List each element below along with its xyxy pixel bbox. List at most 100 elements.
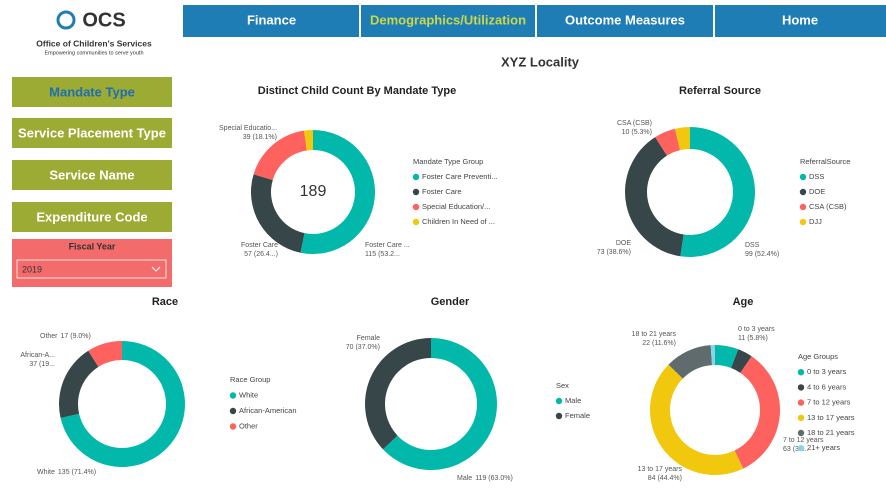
sidebar-button[interactable] — [12, 77, 172, 107]
nav-label[interactable]: Demographics/Utilization — [370, 12, 526, 27]
data-label-value: 11 (5.8%) — [738, 335, 768, 342]
data-label-name: CSA (CSB) — [617, 120, 652, 127]
data-label-name: DSS — [745, 242, 760, 249]
data-label-name: 0 to 3 years — [738, 326, 775, 333]
legend-label: 4 to 6 years — [807, 382, 846, 391]
legend-marker — [799, 218, 807, 226]
legend-label: African-American — [239, 406, 297, 415]
legend-label: CSA (CSB) — [809, 202, 847, 211]
chart-title: Age — [733, 296, 754, 308]
legend-marker — [555, 412, 563, 420]
tagline: Empowering communities to serve youth — [44, 50, 143, 56]
chart-title: Referral Source — [679, 85, 761, 97]
donut-slice — [60, 341, 185, 467]
legend-marker — [412, 218, 420, 226]
org-name: Office of Children's Services — [36, 38, 152, 48]
dropdown-arrow — [151, 266, 161, 272]
donut-slice — [655, 128, 681, 156]
data-label-value: 57 (26.4...) — [244, 251, 278, 258]
legend-marker — [412, 188, 420, 196]
legend-title: Race Group — [230, 375, 270, 384]
legend-title: Age Groups — [798, 352, 838, 361]
sidebar-button[interactable] — [12, 160, 172, 190]
donut-slice — [649, 364, 744, 476]
data-label-name: Female — [357, 335, 380, 342]
legend-marker — [229, 407, 237, 415]
donut-slice — [304, 130, 313, 151]
legend-marker — [797, 414, 805, 421]
data-label-name: White — [37, 469, 55, 476]
data-label-value: 84 (44.4%) — [648, 475, 682, 482]
donut-slice — [250, 174, 305, 253]
donut-slice — [300, 130, 375, 254]
legend-label: 0 to 3 years — [807, 367, 846, 376]
nav-label[interactable]: Finance — [247, 12, 296, 27]
data-label-name: Other — [40, 333, 58, 340]
data-label-name: Special Educatio... — [219, 125, 277, 132]
donut-slice — [58, 350, 99, 419]
nav-label[interactable]: Outcome Measures — [565, 12, 685, 27]
sidebar-button-label[interactable]: Mandate Type — [49, 84, 135, 99]
legend-marker — [797, 399, 805, 406]
legend-label: 13 to 17 years — [807, 413, 855, 422]
legend-label: DJJ — [809, 217, 822, 226]
logo-text: OCS — [82, 9, 125, 31]
data-label-value: 22 (11.6%) — [642, 340, 676, 347]
center-value: 189 — [300, 183, 327, 200]
legend-title: Mandate Type Group — [413, 157, 483, 166]
chart-title: Gender — [431, 296, 470, 308]
data-label-value: 17 (9.0%) — [61, 333, 91, 340]
data-label-value: 10 (5.3%) — [622, 129, 652, 136]
data-label-value: 119 (63.0%) — [475, 475, 513, 482]
legend-label: Male — [565, 396, 581, 405]
legend-label: 18 to 21 years — [807, 428, 855, 437]
chart-title: Race — [152, 296, 178, 308]
chart-title: Distinct Child Count By Mandate Type — [258, 85, 456, 97]
legend-title: Sex — [556, 381, 569, 390]
donut-slice — [625, 137, 684, 257]
data-label-name: DOE — [616, 240, 632, 247]
donut-slice — [715, 345, 739, 368]
data-label-name: 13 to 17 years — [638, 466, 683, 473]
donut-slice — [675, 127, 690, 151]
page-title: XYZ Locality — [501, 54, 580, 69]
logo: OCS Office of Children's Services Empowe… — [36, 9, 152, 56]
data-label-value: 115 (53.2... — [365, 251, 400, 258]
legend-label: Special Education/... — [422, 202, 490, 211]
legend-marker — [799, 203, 807, 211]
data-label-name: 7 to 12 years — [783, 437, 824, 444]
legend-label: Female — [565, 411, 590, 420]
sidebar-button-label[interactable]: Service Name — [49, 167, 134, 182]
filter-value[interactable]: 2019 — [22, 264, 42, 274]
sidebar-button[interactable] — [12, 118, 172, 148]
legend-title: ReferralSource — [800, 157, 850, 166]
data-label-name: 18 to 21 years — [632, 331, 677, 338]
legend-marker — [229, 423, 237, 430]
data-label-value: 39 (18.1%) — [243, 134, 277, 141]
donut-slice — [734, 356, 781, 469]
donut-slice — [680, 127, 755, 257]
logo-icon — [56, 10, 76, 30]
legend-label: DSS — [809, 172, 824, 181]
data-label-value: 99 (52.4%) — [745, 251, 779, 258]
data-label-name: Foster Care — [241, 242, 278, 249]
data-label-value: 63 (33... — [783, 446, 809, 453]
sidebar-button-label[interactable]: Expenditure Code — [36, 209, 147, 224]
filter-dropdown[interactable] — [16, 259, 167, 279]
legend-label: 7 to 12 years — [807, 398, 851, 407]
legend-marker — [412, 173, 420, 181]
donut-slice — [365, 338, 431, 450]
donut-slice — [731, 349, 752, 373]
legend-marker — [797, 429, 805, 437]
legend-label: White — [239, 390, 258, 399]
data-label-value: 37 (19... — [29, 361, 55, 368]
sidebar-button[interactable] — [12, 202, 172, 232]
nav-label[interactable]: Home — [782, 12, 818, 27]
data-label-value: 73 (38.6%) — [597, 249, 631, 256]
data-label-name: African-A... — [20, 352, 55, 359]
legend-marker — [412, 203, 420, 211]
filter-label: Fiscal Year — [69, 241, 116, 251]
sidebar-button-label[interactable]: Service Placement Type — [18, 125, 166, 140]
legend-label: Other — [239, 421, 258, 430]
